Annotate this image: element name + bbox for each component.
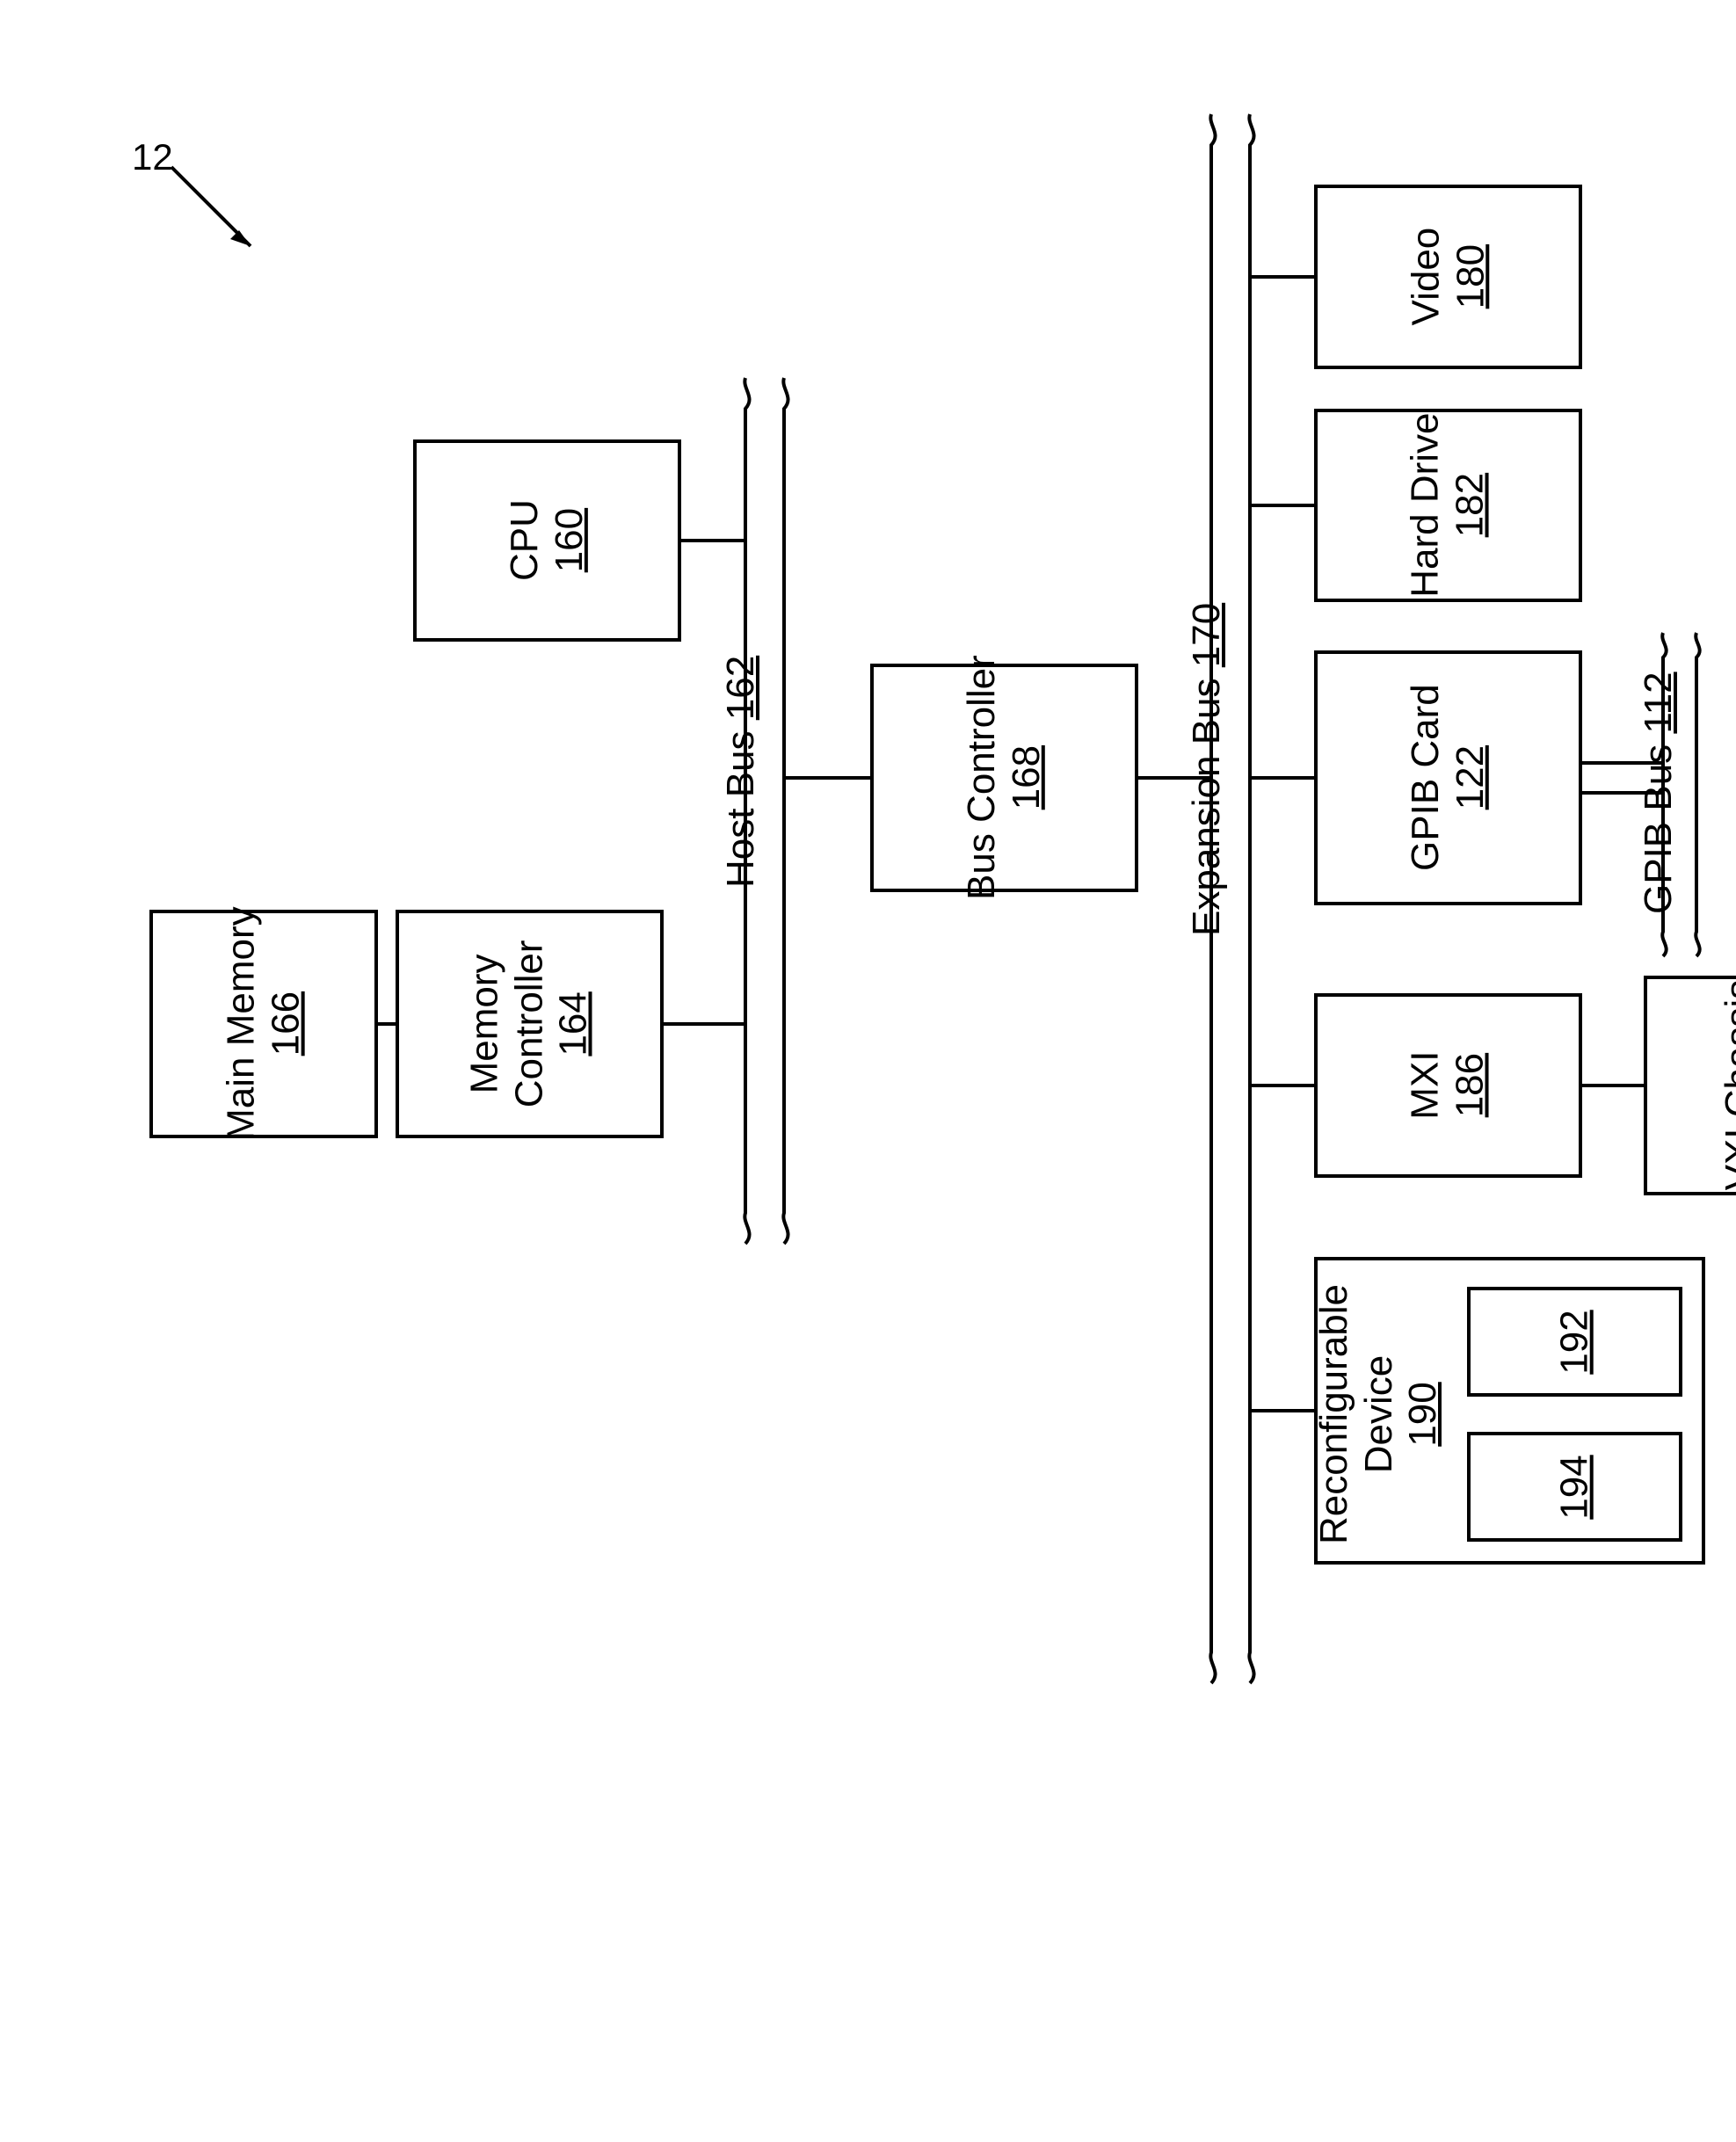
- reconfig-sub-192: 192: [1467, 1287, 1682, 1397]
- host-bus-label: Host Bus 162: [719, 656, 763, 888]
- bus-controller-label: Bus Controller 168: [960, 656, 1049, 901]
- expansion-bus-label: Expansion Bus 170: [1185, 603, 1229, 936]
- video-node: Video 180: [1314, 185, 1582, 369]
- main-memory-node: Main Memory 166: [149, 910, 378, 1138]
- gpib-bus-label: GPIB Bus 112: [1637, 672, 1681, 914]
- pointer-ref-12: 12: [132, 136, 173, 178]
- gpib-card-label: GPIB Card 122: [1404, 685, 1493, 872]
- video-label: Video 180: [1404, 228, 1493, 326]
- cpu-node: CPU 160: [413, 439, 681, 642]
- mxi-label: MXI 186: [1404, 1051, 1493, 1120]
- hard-drive-node: Hard Drive 182: [1314, 409, 1582, 602]
- reconfigurable-device-label: Reconfigurable Device 190: [1304, 1326, 1454, 1502]
- mxi-node: MXI 186: [1314, 993, 1582, 1178]
- reconfigurable-device-node: Reconfigurable Device 190 192 194: [1314, 1257, 1705, 1565]
- reconfig-sub-194-ref: 194: [1552, 1455, 1596, 1519]
- reconfig-sub-192-ref: 192: [1552, 1310, 1596, 1374]
- gpib-card-node: GPIB Card 122: [1314, 650, 1582, 905]
- hard-drive-label: Hard Drive 182: [1404, 413, 1493, 598]
- cpu-label: CPU 160: [503, 500, 592, 582]
- reconfig-sub-194: 194: [1467, 1432, 1682, 1542]
- vxi-chassis-node: VXI Chassis 116: [1644, 976, 1736, 1195]
- main-memory-label: Main Memory 166: [219, 907, 308, 1142]
- memory-controller-node: Memory Controller 164: [396, 910, 664, 1138]
- bus-controller-node: Bus Controller 168: [870, 664, 1138, 892]
- vxi-chassis-label: VXI Chassis 116: [1718, 980, 1736, 1191]
- memory-controller-label: Memory Controller 164: [463, 940, 597, 1108]
